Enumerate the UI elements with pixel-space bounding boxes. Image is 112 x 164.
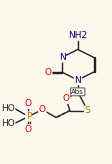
Text: O: O — [62, 94, 69, 103]
Text: NH2: NH2 — [68, 31, 87, 40]
FancyBboxPatch shape — [71, 88, 85, 96]
Text: O: O — [39, 105, 46, 114]
Text: N: N — [74, 76, 81, 84]
Text: O: O — [25, 125, 32, 134]
Text: O: O — [45, 68, 52, 77]
Text: HO: HO — [1, 119, 15, 128]
Text: HO: HO — [1, 104, 15, 113]
Text: Abs: Abs — [71, 89, 84, 95]
Text: P: P — [26, 112, 31, 121]
Text: S: S — [85, 106, 90, 115]
Text: O: O — [25, 99, 32, 108]
Text: N: N — [59, 53, 65, 62]
